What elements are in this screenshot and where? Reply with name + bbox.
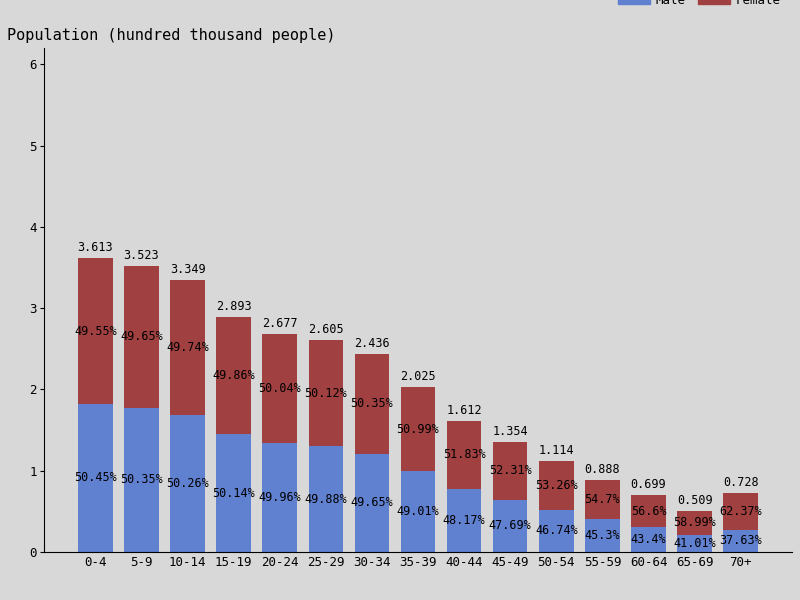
Text: 41.01%: 41.01%: [674, 537, 716, 550]
Bar: [493, 500, 527, 552]
Text: 1.114: 1.114: [538, 445, 574, 457]
Bar: [124, 408, 158, 552]
Bar: [631, 495, 666, 527]
Bar: [585, 519, 620, 552]
Bar: [170, 280, 205, 415]
Text: 56.6%: 56.6%: [630, 505, 666, 518]
Text: 49.86%: 49.86%: [212, 369, 255, 382]
Text: 46.74%: 46.74%: [535, 524, 578, 538]
Text: 50.99%: 50.99%: [397, 423, 439, 436]
Text: 58.99%: 58.99%: [674, 517, 716, 529]
Text: 50.35%: 50.35%: [120, 473, 162, 487]
Text: 51.83%: 51.83%: [442, 448, 486, 461]
Bar: [78, 404, 113, 552]
Bar: [170, 415, 205, 552]
Bar: [401, 388, 435, 472]
Text: 43.4%: 43.4%: [630, 533, 666, 546]
Text: 0.699: 0.699: [630, 478, 666, 491]
Text: 49.01%: 49.01%: [397, 505, 439, 518]
Text: 50.35%: 50.35%: [350, 397, 394, 410]
Bar: [309, 446, 343, 552]
Bar: [539, 509, 574, 552]
Text: 2.025: 2.025: [400, 370, 436, 383]
Text: 45.3%: 45.3%: [585, 529, 620, 542]
Text: 37.63%: 37.63%: [719, 535, 762, 547]
Text: 49.96%: 49.96%: [258, 491, 301, 504]
Bar: [539, 461, 574, 509]
Legend: Male, Female: Male, Female: [614, 0, 786, 12]
Text: 2.436: 2.436: [354, 337, 390, 350]
Text: 52.31%: 52.31%: [489, 464, 531, 477]
Text: 3.349: 3.349: [170, 263, 206, 275]
Bar: [631, 527, 666, 552]
Text: 54.7%: 54.7%: [585, 493, 620, 506]
Text: 2.605: 2.605: [308, 323, 344, 336]
Bar: [124, 266, 158, 408]
Bar: [447, 489, 482, 552]
Bar: [678, 511, 712, 535]
Text: 53.26%: 53.26%: [535, 479, 578, 492]
Text: 1.354: 1.354: [492, 425, 528, 438]
Text: 50.14%: 50.14%: [212, 487, 255, 500]
Bar: [78, 258, 113, 404]
Bar: [262, 334, 297, 443]
Text: 2.677: 2.677: [262, 317, 298, 331]
Bar: [216, 317, 251, 434]
Text: 0.888: 0.888: [585, 463, 620, 476]
Bar: [309, 340, 343, 446]
Bar: [262, 443, 297, 552]
Text: 50.45%: 50.45%: [74, 472, 117, 484]
Text: 47.69%: 47.69%: [489, 519, 531, 532]
Bar: [354, 454, 389, 552]
Text: 49.55%: 49.55%: [74, 325, 117, 338]
Bar: [585, 480, 620, 519]
Text: 50.26%: 50.26%: [166, 477, 209, 490]
Bar: [447, 421, 482, 489]
Bar: [401, 472, 435, 552]
Text: 49.65%: 49.65%: [350, 496, 394, 509]
Text: 3.613: 3.613: [78, 241, 113, 254]
Bar: [354, 354, 389, 454]
Text: 49.74%: 49.74%: [166, 341, 209, 354]
Text: 62.37%: 62.37%: [719, 505, 762, 518]
Text: 0.509: 0.509: [677, 494, 713, 506]
Text: 50.12%: 50.12%: [305, 387, 347, 400]
Text: 2.893: 2.893: [216, 300, 251, 313]
Text: 49.65%: 49.65%: [120, 330, 162, 343]
Bar: [678, 535, 712, 552]
Text: 0.728: 0.728: [723, 476, 758, 489]
Bar: [493, 442, 527, 500]
Bar: [723, 493, 758, 530]
Bar: [723, 530, 758, 552]
Bar: [216, 434, 251, 552]
Text: 50.04%: 50.04%: [258, 382, 301, 395]
Text: 3.523: 3.523: [123, 248, 159, 262]
Text: Population (hundred thousand people): Population (hundred thousand people): [6, 28, 335, 43]
Text: 1.612: 1.612: [446, 404, 482, 417]
Text: 49.88%: 49.88%: [305, 493, 347, 506]
Text: 48.17%: 48.17%: [442, 514, 486, 527]
